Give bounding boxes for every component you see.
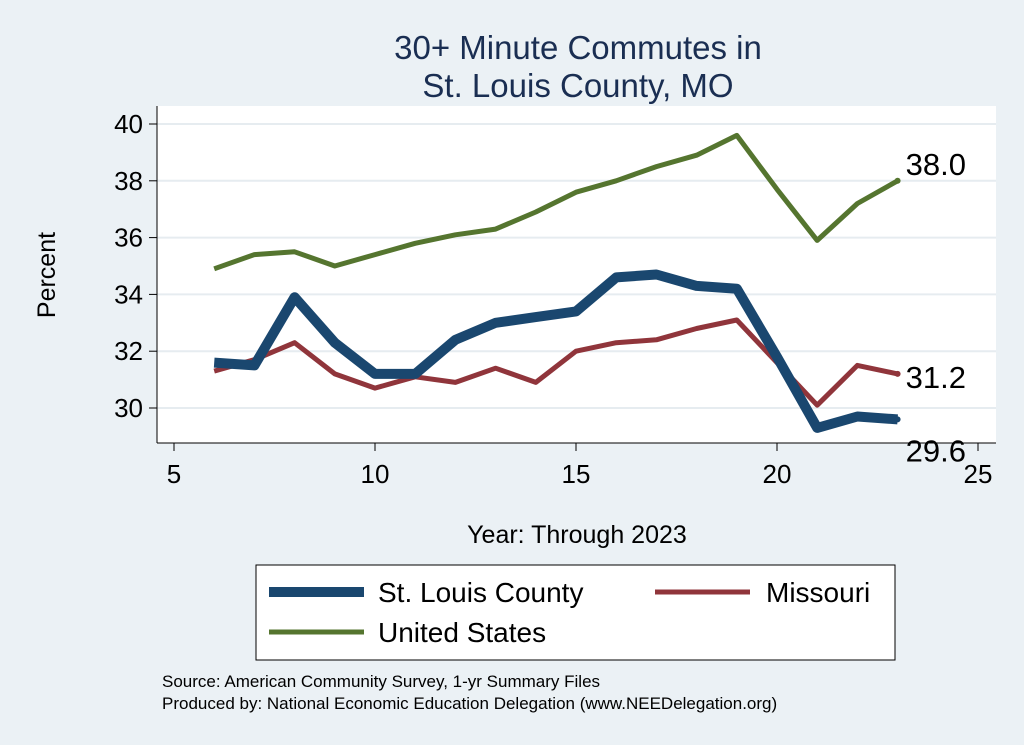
x-ticks: 5 10 15 20 25 [167, 443, 993, 489]
y-tick-label-36: 36 [114, 223, 143, 253]
chart-title-line-2: St. Louis County, MO [422, 67, 733, 104]
chart-title-line-1: 30+ Minute Commutes in [394, 29, 762, 66]
legend-box [255, 564, 896, 661]
x-axis-label: Year: Through 2023 [467, 521, 687, 549]
series-line-st-louis-county [213, 269, 898, 433]
y-axis-label: Percent [33, 232, 61, 318]
end-point-united-states [894, 177, 901, 184]
x-tick-label-15: 15 [562, 459, 591, 489]
legend-label-st-louis-county: St. Louis County [378, 577, 583, 608]
x-tick-label-5: 5 [167, 459, 181, 489]
legend: St. Louis County Missouri United States [255, 564, 896, 661]
y-tick-label-30: 30 [114, 393, 143, 423]
legend-label-united-states: United States [378, 617, 546, 648]
y-tick-label-34: 34 [114, 279, 143, 309]
y-ticks: 30 32 34 36 38 40 [114, 109, 157, 423]
x-tick-label-25: 25 [964, 459, 993, 489]
end-label-st-louis-county: 29.6 [906, 433, 966, 468]
y-tick-label-38: 38 [114, 166, 143, 196]
legend-label-missouri: Missouri [766, 577, 870, 608]
source-line-1: Source: American Community Survey, 1-yr … [162, 672, 600, 691]
x-tick-label-10: 10 [361, 459, 390, 489]
end-label-united-states: 38.0 [906, 147, 966, 182]
source-line-2: Produced by: National Economic Education… [162, 694, 777, 713]
end-label-missouri: 31.2 [906, 360, 966, 395]
end-point-missouri [894, 370, 901, 377]
series-line-united-states [213, 132, 899, 272]
y-tick-label-40: 40 [114, 109, 143, 139]
plot-area [157, 106, 996, 443]
y-tick-label-32: 32 [114, 336, 143, 366]
series-layer [213, 132, 901, 433]
end-point-st-louis-county [894, 416, 901, 423]
end-labels: 38.0 31.2 29.6 [906, 147, 966, 469]
x-tick-label-20: 20 [763, 459, 792, 489]
